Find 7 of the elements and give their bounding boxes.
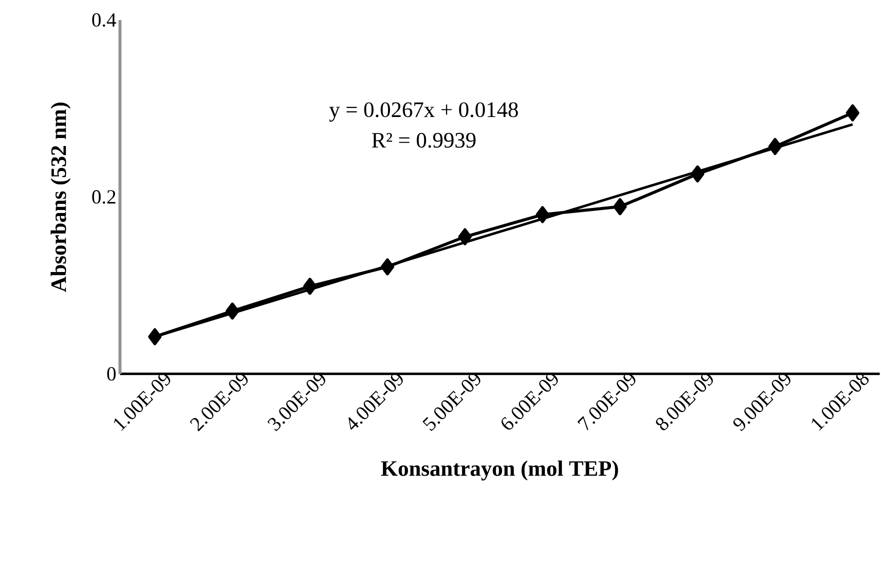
annotation: R² = 0.9939 [372, 132, 476, 148]
y-tick-label: 0 [107, 367, 116, 381]
x-axis-title: Konsantrayon (mol TEP) [381, 460, 618, 481]
y-tick-label: 0.2 [92, 190, 116, 204]
annotation: y = 0.0267x + 0.0148 [329, 102, 518, 122]
y-axis-title: Absorbans (532 nm) [50, 102, 71, 292]
y-tick-label: 0.4 [92, 13, 116, 27]
